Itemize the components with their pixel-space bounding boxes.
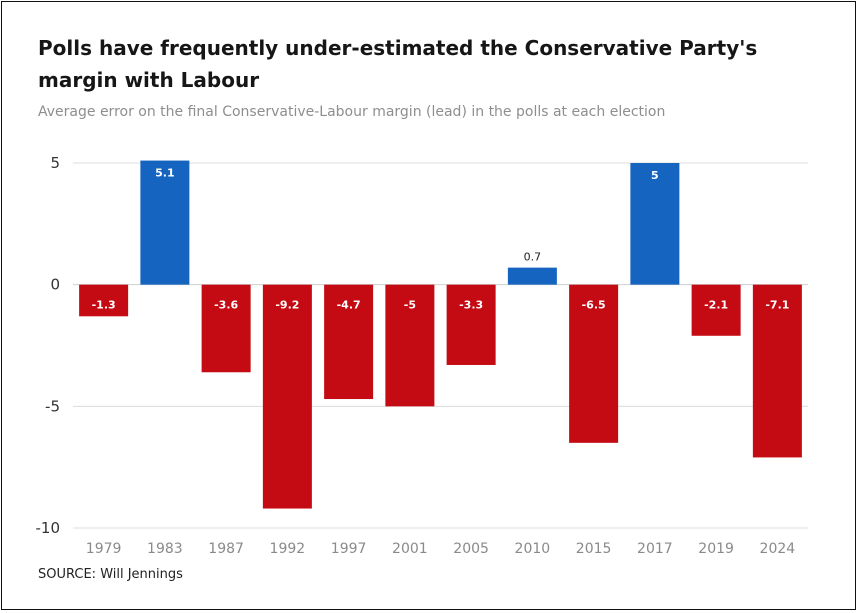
- x-tick-label: 2010: [515, 541, 551, 557]
- y-tick-label: -5: [45, 397, 60, 415]
- bar: [507, 267, 557, 285]
- bar: [385, 284, 435, 407]
- x-tick-label: 1992: [270, 541, 306, 557]
- data-label: -3.6: [214, 299, 238, 312]
- data-label: -4.7: [337, 299, 361, 312]
- y-tick-label: -10: [36, 519, 61, 537]
- y-tick-label: 0: [50, 276, 60, 294]
- x-tick-label: 1979: [86, 541, 122, 557]
- bar: [262, 284, 312, 509]
- data-label: -2.1: [704, 299, 728, 312]
- bar: [324, 284, 374, 400]
- data-label: 5: [651, 169, 659, 182]
- x-tick-label: 2001: [392, 541, 428, 557]
- x-tick-label: 2024: [760, 541, 796, 557]
- chart-title: Polls have frequently under-estimated th…: [38, 36, 758, 92]
- data-label: -9.2: [275, 299, 299, 312]
- bar: [446, 284, 496, 365]
- bar: [569, 284, 619, 443]
- x-tick-label: 2005: [453, 541, 489, 557]
- data-label: 5.1: [155, 167, 175, 180]
- bar: [140, 160, 190, 285]
- data-label: -1.3: [92, 299, 116, 312]
- bar: [201, 284, 251, 373]
- data-label: -6.5: [582, 299, 606, 312]
- data-label: -3.3: [459, 299, 483, 312]
- bar: [79, 284, 129, 317]
- data-label: 0.7: [524, 251, 542, 264]
- data-label: -5: [404, 299, 416, 312]
- x-tick-label: 2017: [637, 541, 673, 557]
- data-label: -7.1: [765, 299, 789, 312]
- x-tick-label: 1983: [147, 541, 183, 557]
- x-tick-label: 2015: [576, 541, 612, 557]
- x-tick-label: 1987: [208, 541, 244, 557]
- x-tick-label: 2019: [698, 541, 734, 557]
- bar: [752, 284, 802, 458]
- y-tick-label: 5: [50, 154, 60, 172]
- source-note: SOURCE: Will Jennings: [38, 567, 183, 582]
- bar: [630, 163, 680, 285]
- x-tick-label: 1997: [331, 541, 367, 557]
- chart-subtitle: Average error on the final Conservative-…: [38, 104, 666, 120]
- bar: [691, 284, 741, 336]
